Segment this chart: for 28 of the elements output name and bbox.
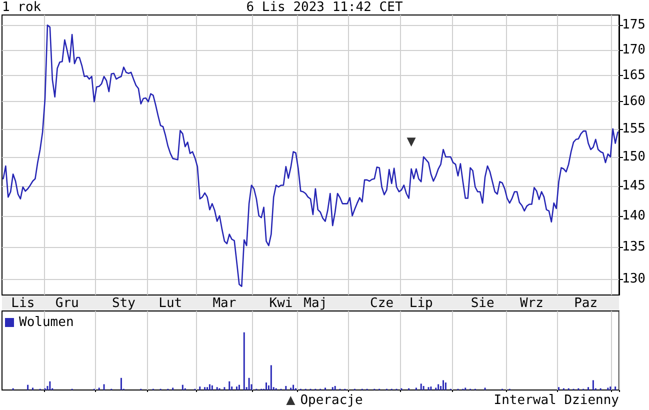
x-tick-label: Maj [304, 296, 328, 311]
legend-label: Operacje [300, 393, 363, 408]
y-tick-label: 135 [622, 239, 646, 254]
y-tick-label: 160 [622, 94, 646, 110]
text: Interwal Dzienny [494, 393, 620, 408]
y-tick-label: 130 [622, 272, 646, 287]
legend-label: Wolumen [19, 315, 74, 330]
x-tick-label: Kwi [269, 296, 293, 311]
y-tick-label: 140 [622, 208, 646, 224]
line-series [2, 24, 618, 287]
chart-subtitle: 6 Lis 2023 11:42 CET [246, 0, 403, 15]
y-tick-label: 175 [622, 18, 646, 33]
x-tick-label: Cze [370, 296, 394, 311]
x-tick-label: Gru [55, 296, 79, 311]
x-tick-label: Paz [574, 296, 598, 311]
y-tick-label: 165 [622, 68, 646, 83]
x-tick-label: Lip [409, 296, 434, 311]
y-tick-label: 170 [622, 42, 646, 58]
y-tick-label: 150 [622, 149, 646, 164]
x-tick-label: Mar [212, 296, 236, 311]
x-tick-label: Lut [158, 296, 182, 311]
x-tick-label: Sty [112, 296, 136, 311]
chart-title: 1 rok [2, 0, 42, 15]
x-tick-label: Sie [470, 296, 494, 311]
x-tick-label: Wrz [520, 296, 544, 311]
x-tick-label: Lis [11, 296, 35, 311]
y-tick-label: 145 [622, 178, 646, 194]
y-tick-label: 155 [622, 121, 646, 136]
